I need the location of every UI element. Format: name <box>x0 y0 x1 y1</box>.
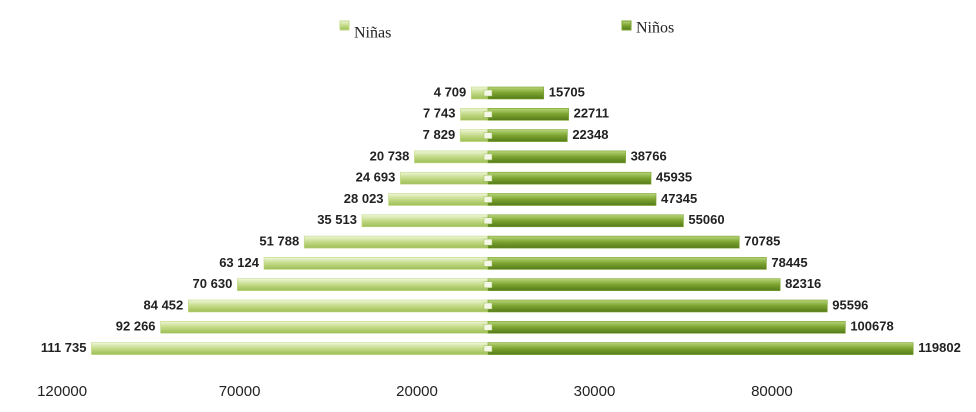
center-marker <box>483 302 493 310</box>
value-label: 7 743 <box>423 106 456 121</box>
bar <box>91 342 489 355</box>
value-label: 78445 <box>771 255 807 270</box>
bar <box>487 235 740 249</box>
bar <box>487 150 626 164</box>
center-marker <box>483 196 493 203</box>
bar <box>160 320 489 334</box>
value-label: 82316 <box>785 276 821 291</box>
value-label: 28 023 <box>344 191 384 206</box>
center-marker <box>483 111 493 118</box>
x-tick-label: 70000 <box>219 383 261 400</box>
bar <box>487 129 568 142</box>
value-label: 70785 <box>744 234 780 249</box>
value-label: 15705 <box>549 84 585 99</box>
value-label: 45935 <box>656 170 692 185</box>
legend-swatch <box>621 20 632 31</box>
legend-label: Niñas <box>354 25 391 42</box>
center-marker <box>483 281 493 288</box>
center-marker <box>483 153 493 161</box>
bar <box>487 86 545 100</box>
value-label: 7 829 <box>423 127 456 142</box>
value-label: 100678 <box>850 319 893 334</box>
bar <box>414 150 489 164</box>
bar <box>388 193 489 206</box>
bar <box>487 171 652 185</box>
value-label: 47345 <box>661 191 697 206</box>
x-tick-label: 120000 <box>37 383 87 400</box>
bar <box>487 193 657 206</box>
bar <box>487 278 781 292</box>
value-label: 70 630 <box>193 276 233 291</box>
value-label: 119802 <box>918 340 961 355</box>
center-marker <box>483 174 493 182</box>
value-label: 63 124 <box>219 255 260 270</box>
value-label: 22711 <box>574 106 609 121</box>
value-label: 55060 <box>688 212 724 227</box>
bar <box>187 299 489 313</box>
center-marker <box>483 217 493 225</box>
value-label: 24 693 <box>356 170 396 185</box>
bar <box>237 278 489 292</box>
bar <box>487 257 767 270</box>
center-marker <box>483 345 493 352</box>
bar <box>361 214 489 228</box>
center-marker <box>483 324 493 331</box>
bar <box>487 342 914 355</box>
bar <box>303 235 489 249</box>
value-label: 111 735 <box>41 340 87 355</box>
bar <box>400 171 489 185</box>
center-marker <box>483 238 493 246</box>
legend-label: Niños <box>636 20 674 37</box>
bar <box>487 299 828 313</box>
value-label: 38766 <box>631 148 667 163</box>
x-tick-label: 20000 <box>396 383 438 400</box>
x-tick-label: 80000 <box>751 383 793 400</box>
center-marker <box>483 260 493 267</box>
value-label: 4 709 <box>434 84 467 99</box>
value-label: 92 266 <box>116 319 156 334</box>
value-label: 20 738 <box>370 148 410 163</box>
center-marker <box>483 89 493 97</box>
bar <box>263 257 489 270</box>
bar <box>487 320 846 334</box>
bar <box>487 108 569 121</box>
value-label: 51 788 <box>259 234 299 249</box>
bar <box>487 214 684 228</box>
center-marker <box>483 132 493 139</box>
value-label: 95596 <box>832 297 868 312</box>
value-label: 22348 <box>572 127 608 142</box>
legend-swatch <box>339 20 350 31</box>
value-label: 84 452 <box>144 297 184 312</box>
value-label: 35 513 <box>317 212 357 227</box>
x-tick-label: 30000 <box>574 383 616 400</box>
